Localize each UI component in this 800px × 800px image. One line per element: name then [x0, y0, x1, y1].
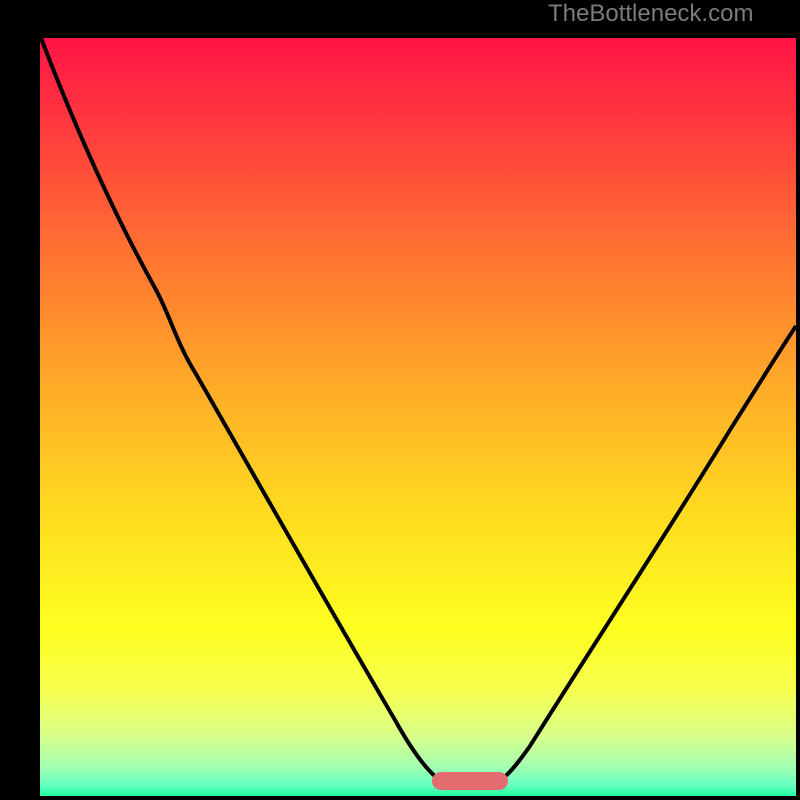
watermark-text: TheBottleneck.com [548, 0, 753, 28]
frame-left [0, 0, 40, 800]
frame-bottom [0, 796, 800, 800]
bottleneck-chart [0, 0, 800, 800]
minimum-marker [432, 772, 508, 790]
frame-right [796, 0, 800, 800]
gradient-background [40, 38, 796, 796]
